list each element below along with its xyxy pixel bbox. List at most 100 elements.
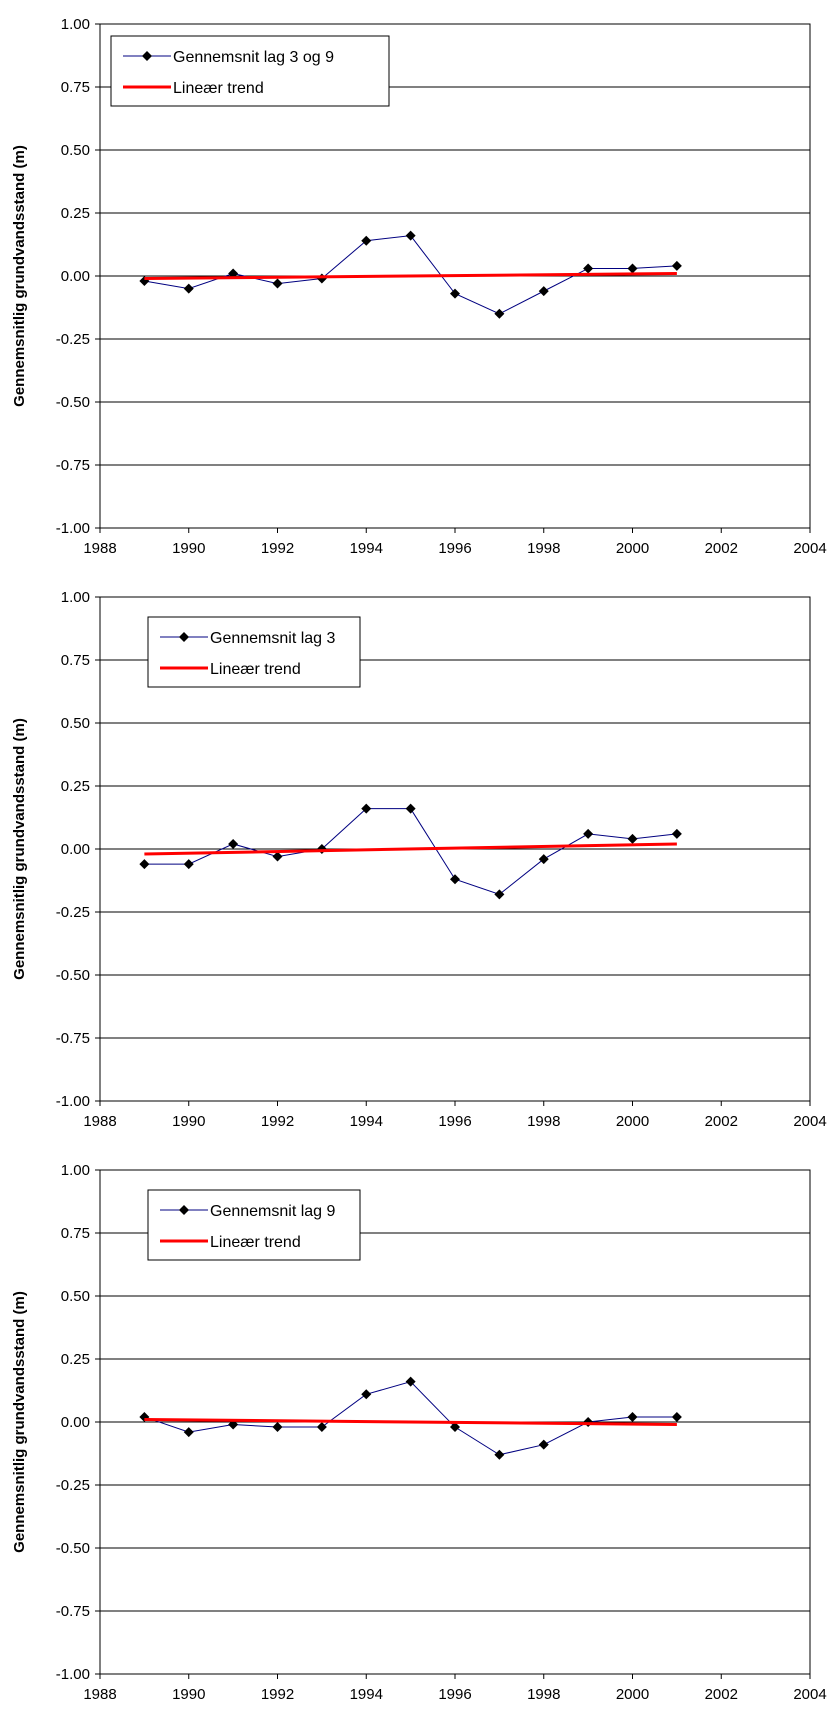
x-tick-label: 1998 — [527, 1113, 560, 1130]
trend-line — [144, 1417, 677, 1427]
data-point — [361, 803, 372, 814]
x-tick-label: 1990 — [172, 1113, 205, 1130]
y-tick-label: -0.50 — [56, 394, 90, 411]
x-tick-label: 1994 — [350, 540, 383, 557]
data-point — [361, 235, 372, 246]
chart-2: 1.00 0.75 0.50 0.25 0.00 -0.25 -0.50 -0.75 -1.00… — [11, 589, 827, 1130]
y-tick-label: 0.50 — [61, 1288, 90, 1305]
y-tick-label: 0.75 — [61, 79, 90, 96]
legend-label: Lineær trend — [210, 661, 301, 678]
data-point — [228, 268, 239, 279]
data-point — [583, 263, 594, 274]
legend-label: Lineær trend — [210, 1234, 301, 1251]
x-tick-label: 1992 — [261, 1686, 294, 1703]
x-tick-label: 2000 — [616, 1686, 649, 1703]
data-point — [450, 1422, 460, 1433]
data-point — [183, 1427, 194, 1438]
legend: Gennemsnit lag 3 Lineær trend — [147, 616, 361, 688]
y-tick-label: -0.50 — [56, 1540, 90, 1557]
data-point — [583, 1417, 594, 1427]
data-point — [538, 854, 549, 865]
x-tick-label: 2004 — [793, 1686, 826, 1703]
y-tick-label: 0.25 — [61, 778, 90, 795]
data-point — [361, 1389, 372, 1400]
x-tick-label: 1992 — [261, 1113, 294, 1130]
y-tick-label: 1.00 — [61, 16, 90, 33]
x-tick-label: 1990 — [172, 1686, 205, 1703]
x-tick-label: 2004 — [793, 540, 826, 557]
y-tick-label: -0.25 — [56, 331, 90, 348]
y-tick-label: -0.25 — [56, 1477, 90, 1494]
y-tick-label: 0.25 — [61, 205, 90, 222]
legend-label: Gennemsnit lag 3 — [210, 630, 336, 647]
y-tick-label: -0.75 — [56, 1603, 90, 1620]
data-point — [450, 874, 460, 885]
series-line — [144, 1381, 677, 1456]
y-tick-label: -0.75 — [56, 1030, 90, 1047]
data-point — [139, 859, 150, 870]
data-point — [228, 838, 239, 849]
legend-box — [110, 35, 390, 107]
data-point — [316, 1422, 327, 1433]
x-tick-label: 1988 — [83, 540, 116, 557]
y-axis-title: Gennemsnitlig grundvandsstand (m) — [11, 718, 28, 980]
x-tick-label: 1988 — [83, 1686, 116, 1703]
legend: Gennemsnit lag 9 Lineær trend — [147, 1189, 361, 1261]
y-tick-label: 0.25 — [61, 1351, 90, 1368]
y-tick-label: -1.00 — [56, 520, 90, 537]
data-point — [450, 288, 460, 299]
y-tick-label: 1.00 — [61, 589, 90, 606]
x-tick-label: 1996 — [438, 1113, 471, 1130]
x-tick-label: 2002 — [705, 1113, 738, 1130]
x-tick-label: 1994 — [350, 1113, 383, 1130]
y-tick-label: -0.25 — [56, 904, 90, 921]
data-point — [538, 286, 549, 297]
y-tick-label: 0.00 — [61, 268, 90, 285]
x-tick-label: 1988 — [83, 1113, 116, 1130]
y-tick-label: 0.50 — [61, 715, 90, 732]
x-tick-label: 1996 — [438, 540, 471, 557]
data-point — [627, 263, 638, 274]
chart-1: 1.00 0.75 0.50 0.25 0.00 -0.25 -0.50 -0.75 -1.00… — [11, 16, 827, 557]
data-point — [671, 828, 682, 839]
x-tick-label: 1992 — [261, 540, 294, 557]
y-tick-label: -0.50 — [56, 967, 90, 984]
trend-line — [144, 271, 677, 281]
data-point — [405, 1376, 416, 1387]
y-tick-label: -0.75 — [56, 457, 90, 474]
y-tick-label: 1.00 — [61, 1162, 90, 1179]
y-axis-title: Gennemsnitlig grundvandsstand (m) — [11, 1291, 28, 1553]
y-tick-label: -1.00 — [56, 1666, 90, 1683]
data-point — [183, 283, 194, 294]
y-tick-label: 0.50 — [61, 142, 90, 159]
x-tick-label: 2002 — [705, 1686, 738, 1703]
data-point — [671, 1411, 682, 1422]
data-point — [494, 889, 505, 900]
y-tick-label: 0.00 — [61, 841, 90, 858]
legend-label: Gennemsnit lag 9 — [210, 1203, 336, 1220]
data-point — [183, 859, 194, 870]
data-point — [494, 1449, 505, 1460]
x-tick-label: 2000 — [616, 1113, 649, 1130]
legend-label: Lineær trend — [173, 80, 264, 97]
legend-label: Gennemsnit lag 3 og 9 — [173, 49, 334, 66]
x-tick-label: 1996 — [438, 1686, 471, 1703]
data-point — [627, 833, 638, 844]
data-point — [583, 828, 594, 839]
x-tick-label: 1990 — [172, 540, 205, 557]
data-point — [272, 1422, 283, 1433]
data-point — [405, 230, 416, 241]
legend-marker — [179, 632, 189, 642]
data-point — [228, 1419, 239, 1430]
legend-marker — [179, 1205, 189, 1215]
data-point — [272, 278, 283, 289]
x-tick-label: 1998 — [527, 1686, 560, 1703]
trend-line — [144, 842, 677, 856]
y-tick-label: 0.75 — [61, 652, 90, 669]
data-point — [627, 1411, 638, 1422]
x-tick-label: 2002 — [705, 540, 738, 557]
x-tick-label: 1994 — [350, 1686, 383, 1703]
x-tick-label: 2000 — [616, 540, 649, 557]
data-point — [405, 803, 416, 814]
y-tick-label: -1.00 — [56, 1093, 90, 1110]
